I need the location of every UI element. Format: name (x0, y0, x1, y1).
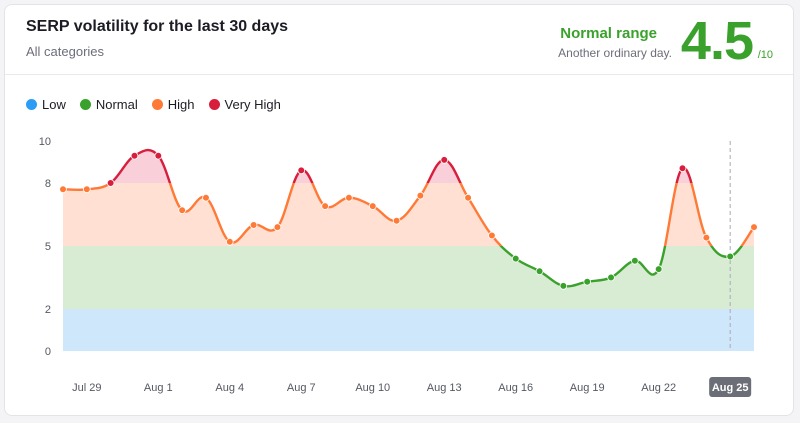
data-point (631, 256, 639, 265)
band-low (63, 309, 754, 351)
x-tick-label: Aug 19 (570, 382, 605, 394)
x-tick-label: Aug 7 (287, 382, 316, 394)
area-mask (63, 139, 754, 287)
data-point (488, 231, 496, 240)
data-point (273, 223, 282, 231)
data-point (440, 156, 449, 164)
data-point (559, 282, 568, 290)
y-tick-label: 0 (45, 346, 51, 358)
data-point (321, 202, 329, 210)
legend-item-very-high[interactable]: Very High (208, 96, 281, 112)
data-point (83, 185, 91, 194)
data-point (178, 206, 186, 215)
score-denominator: /10 (757, 49, 773, 61)
legend-dot-low (26, 98, 37, 110)
data-point (416, 191, 425, 200)
data-point (297, 166, 306, 175)
data-point (225, 238, 234, 246)
legend-dot-high (151, 98, 163, 110)
data-point (464, 193, 472, 202)
x-tick-label: Aug 1 (144, 382, 173, 394)
data-point (154, 151, 163, 160)
data-point (583, 277, 592, 286)
x-tick-label: Aug 10 (355, 382, 390, 394)
series-line-normal (499, 246, 744, 288)
legend-label-normal: Normal (95, 96, 138, 112)
data-point (130, 151, 139, 160)
legend-label-high: High (167, 96, 195, 112)
legend-dot-normal (79, 98, 91, 110)
x-tick-highlight (709, 377, 752, 397)
data-point (249, 221, 258, 229)
card-header: SERP volatility for the last 30 days All… (5, 5, 793, 75)
card-subtitle: All categories (26, 44, 105, 59)
x-tick-label: Aug 22 (641, 382, 676, 394)
serp-volatility-card: SERP volatility for the last 30 days All… (4, 4, 794, 416)
legend-dot-very-high (208, 98, 220, 110)
data-point (368, 202, 377, 210)
y-tick-label: 8 (45, 178, 51, 190)
y-tick-label: 5 (45, 241, 51, 253)
legend-label-very-high: Very High (224, 96, 281, 112)
x-tick-label: Aug 4 (215, 382, 244, 394)
legend-item-high[interactable]: High (151, 96, 195, 112)
legend-item-normal[interactable]: Normal (79, 96, 138, 112)
y-tick-label: 2 (45, 304, 51, 316)
data-point (750, 223, 758, 231)
chart-legend: Low Normal High Very High (26, 95, 281, 113)
data-point (392, 217, 401, 225)
data-point (702, 233, 711, 242)
data-point (106, 179, 115, 187)
legend-label-low: Low (42, 96, 66, 112)
data-point (202, 193, 210, 202)
range-description: Another ordinary day. (558, 46, 672, 60)
card-title: SERP volatility for the last 30 days (26, 18, 289, 35)
data-point (654, 265, 663, 273)
x-tick-label-highlighted: Aug 25 (712, 382, 749, 394)
data-point (607, 273, 615, 282)
data-point (726, 252, 734, 261)
data-point (59, 185, 67, 194)
legend-item-low[interactable]: Low (26, 97, 66, 112)
data-point (511, 254, 520, 263)
data-point (678, 164, 687, 173)
y-tick-label: 10 (39, 136, 51, 148)
x-tick-label: Aug 13 (427, 382, 462, 394)
volatility-chart: 0 2 5 8 10 Jul 29 Aug 1 Aug 4 Aug 7 Aug 10 Aug 13 A… (39, 136, 758, 397)
x-tick-label: Jul 29 (72, 382, 101, 394)
data-point (535, 267, 544, 276)
data-point (345, 193, 353, 202)
range-label: Normal range (560, 25, 657, 42)
volatility-score: 4.5 (680, 11, 754, 71)
x-tick-label: Aug 16 (498, 382, 533, 394)
